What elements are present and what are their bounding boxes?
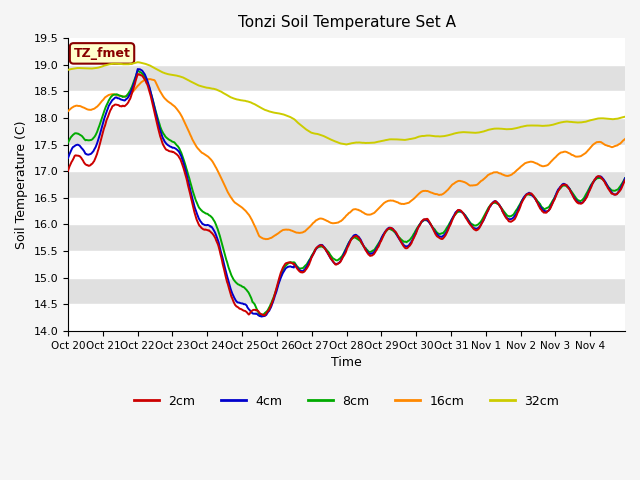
Bar bbox=[68, 251, 625, 277]
Bar bbox=[68, 144, 625, 171]
Bar bbox=[68, 118, 625, 144]
Bar bbox=[68, 198, 625, 224]
Y-axis label: Soil Temperature (C): Soil Temperature (C) bbox=[15, 120, 28, 249]
Text: TZ_fmet: TZ_fmet bbox=[74, 47, 131, 60]
Bar bbox=[68, 91, 625, 118]
Legend: 2cm, 4cm, 8cm, 16cm, 32cm: 2cm, 4cm, 8cm, 16cm, 32cm bbox=[129, 390, 564, 413]
Bar bbox=[68, 224, 625, 251]
Title: Tonzi Soil Temperature Set A: Tonzi Soil Temperature Set A bbox=[237, 15, 456, 30]
Bar bbox=[68, 65, 625, 91]
Bar bbox=[68, 277, 625, 304]
Bar bbox=[68, 38, 625, 65]
X-axis label: Time: Time bbox=[331, 356, 362, 369]
Bar bbox=[68, 304, 625, 331]
Bar bbox=[68, 171, 625, 198]
